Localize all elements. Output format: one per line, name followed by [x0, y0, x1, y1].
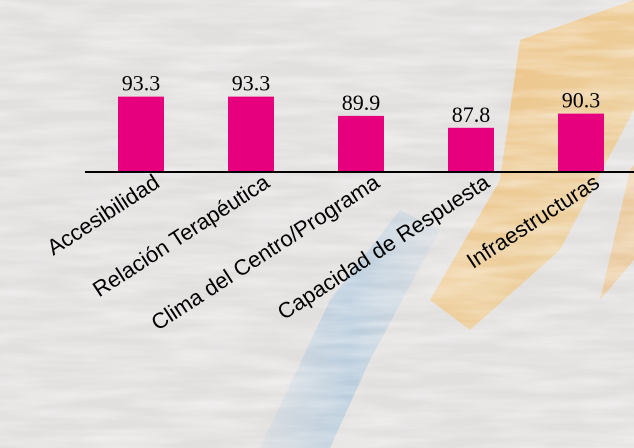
value-label-2: 89.9 [342, 90, 381, 115]
value-label-4: 90.3 [562, 88, 601, 113]
value-label-0: 93.3 [122, 71, 161, 96]
value-label-3: 87.8 [452, 102, 491, 127]
category-label-3: Capacidad de Respuesta [273, 169, 494, 325]
category-label-1: Relación Terapéutica [88, 169, 274, 302]
bar-4 [558, 113, 604, 172]
bar-3 [448, 127, 494, 172]
value-labels-layer: 93.3 93.3 89.9 87.8 90.3 [122, 71, 601, 127]
bars-layer [118, 96, 604, 172]
bar-1 [228, 96, 274, 172]
value-label-1: 93.3 [232, 71, 271, 96]
bar-2 [338, 115, 384, 172]
bar-0 [118, 96, 164, 172]
